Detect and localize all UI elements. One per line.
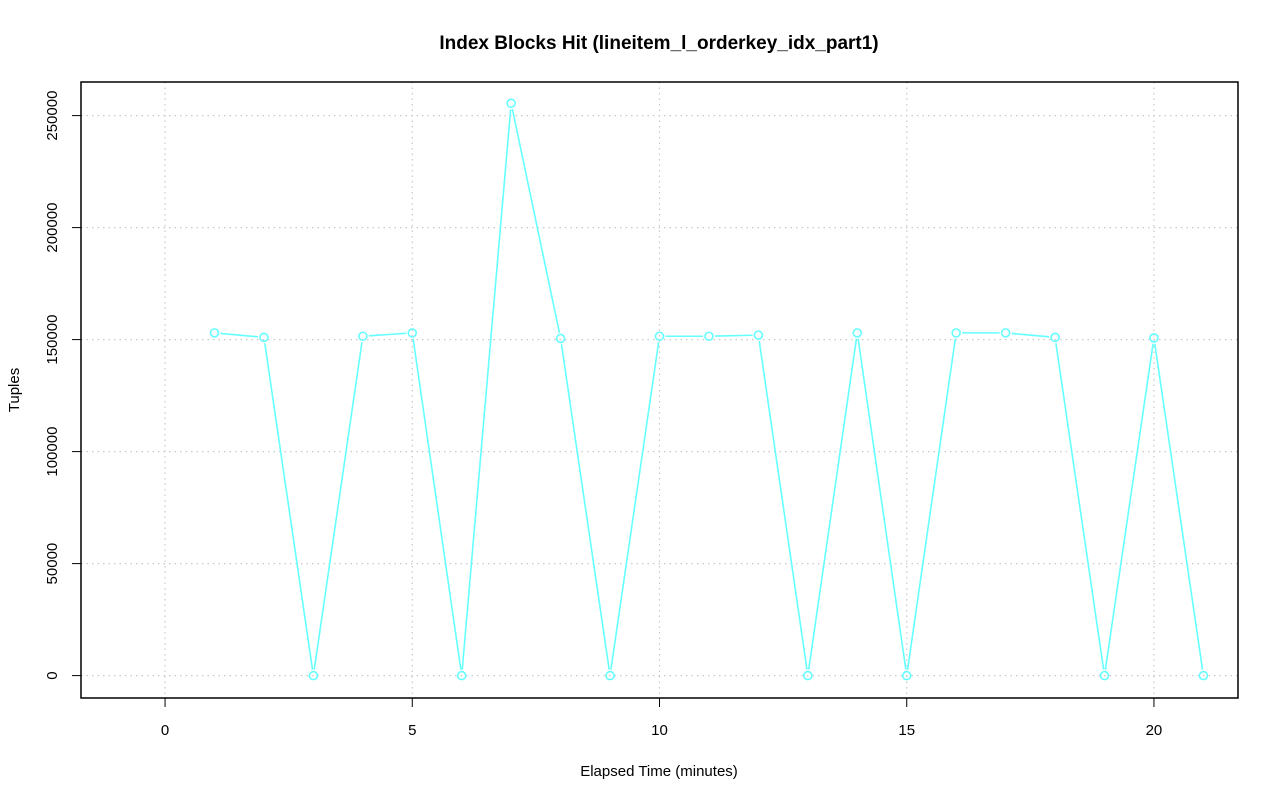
data-point [654,331,665,342]
y-tick-label: 250000 [44,91,61,141]
series-line-segment [610,342,660,670]
x-axis: 0 5 10 15 20 [161,697,1163,739]
y-axis: 0 50000 100000 150000 200000 250000 [44,91,82,680]
chart-title: Index Blocks Hit (lineitem_l_orderkey_id… [439,33,878,54]
x-axis-label: Elapsed Time (minutes) [580,763,738,780]
y-axis-label: Tuples [6,368,23,412]
x-tick-label: 0 [161,722,169,739]
series-line-segment [461,109,512,670]
data-point [1000,328,1011,338]
data-point [555,333,566,344]
series-line-segment [412,338,462,670]
series-line-segment [1104,343,1154,670]
series-line-segment [560,344,610,670]
series-layer [209,98,1209,681]
series-line-segment [368,332,407,337]
data-point [1198,670,1209,681]
data-point [803,670,813,681]
series-line-segment [1055,343,1105,670]
data-point [358,331,368,342]
data-point [1050,332,1060,343]
series-line-segment [1011,332,1050,338]
x-tick-label: 5 [408,722,416,739]
y-tick-label: 50000 [44,543,61,585]
data-point [852,328,863,338]
data-point [1149,333,1159,343]
series-line-segment [857,338,907,670]
data-point [456,670,467,681]
series-line-segment [264,343,314,670]
data-point [209,328,220,338]
grid [81,82,1238,698]
data-point [259,332,269,343]
data-point [951,328,961,338]
data-point [753,330,764,340]
data-point [901,670,912,681]
series-line-segment [807,338,858,670]
x-tick-label: 10 [651,722,668,739]
data-point [704,331,714,342]
y-tick-label: 0 [44,671,61,679]
series-line-segment [511,108,561,333]
data-point [407,328,418,338]
series-line-segment [1154,343,1204,670]
x-tick-label: 20 [1146,722,1163,739]
y-tick-label: 100000 [44,427,61,477]
data-point [308,670,319,681]
y-tick-label: 150000 [44,315,61,365]
series-line-segment [906,338,957,670]
series-line-segment [313,342,363,670]
series-line-segment [714,334,753,337]
x-tick-label: 15 [898,722,915,739]
series-line-segment [758,340,808,670]
data-point [1099,670,1110,681]
data-point [605,670,615,681]
y-tick-label: 200000 [44,203,61,253]
data-point [506,98,516,109]
series-line-segment [220,332,259,338]
